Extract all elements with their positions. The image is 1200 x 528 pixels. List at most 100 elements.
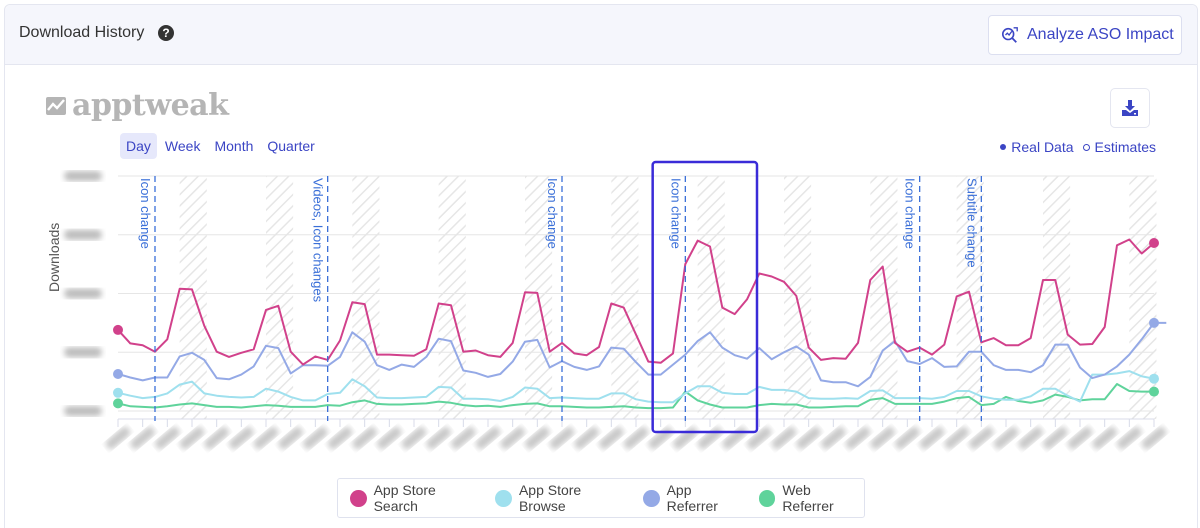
y-tick-label-blurred bbox=[64, 406, 102, 416]
x-tick-label-blurred bbox=[179, 426, 205, 450]
legend-swatch-referrer bbox=[643, 489, 660, 507]
card-title: Download History bbox=[19, 24, 145, 41]
x-tick-label-blurred bbox=[574, 426, 599, 450]
legend-swatch-browse bbox=[495, 489, 512, 507]
weekend-band bbox=[611, 176, 639, 419]
series-end-marker bbox=[1149, 317, 1159, 328]
estimates-dot-icon bbox=[1082, 143, 1090, 151]
y-tick-label-blurred bbox=[64, 171, 102, 181]
y-tick-label-blurred bbox=[64, 347, 102, 358]
weekend-band bbox=[352, 176, 380, 419]
weekend-band bbox=[266, 176, 294, 419]
x-tick-label-blurred bbox=[500, 426, 525, 450]
x-tick-label-blurred bbox=[155, 426, 180, 450]
series-start-marker bbox=[113, 387, 123, 398]
x-tick-label-blurred bbox=[229, 426, 254, 450]
real-data-dot-icon bbox=[1000, 144, 1007, 150]
x-tick-label-blurred bbox=[303, 426, 328, 450]
series-start-marker bbox=[113, 368, 123, 379]
x-tick-label-blurred bbox=[1018, 426, 1043, 450]
annotation-label: Videos, Icon changes bbox=[311, 178, 326, 303]
tab-month[interactable]: Month bbox=[214, 138, 254, 154]
y-tick-label-blurred bbox=[64, 288, 102, 299]
x-tick-label-blurred bbox=[204, 426, 229, 450]
export-button[interactable] bbox=[1110, 88, 1150, 128]
x-tick-label-blurred bbox=[870, 426, 895, 450]
x-tick-label-blurred bbox=[426, 426, 451, 450]
series-end-marker bbox=[1149, 237, 1159, 248]
annotation-label: Icon change bbox=[138, 178, 153, 249]
series-end-marker bbox=[1149, 386, 1159, 397]
highlight-box bbox=[651, 160, 759, 434]
card-header: Download History ? Analyze ASO Impact bbox=[5, 5, 1197, 65]
series-end-marker bbox=[1149, 373, 1159, 384]
annotation-label: Icon change bbox=[545, 178, 560, 249]
x-tick-label-blurred bbox=[722, 426, 747, 450]
analyze-aso-impact-button[interactable]: Analyze ASO Impact bbox=[988, 15, 1182, 55]
x-tick-label-blurred bbox=[278, 426, 303, 450]
data-type-legend: Real Data Estimates bbox=[1000, 139, 1156, 155]
download-icon bbox=[1122, 100, 1138, 116]
legend-label: App Store Browse bbox=[518, 482, 582, 514]
x-tick-label-blurred bbox=[451, 426, 476, 450]
annotation-label: Subtitle change bbox=[964, 178, 979, 268]
series-line-app-referrer[interactable] bbox=[117, 321, 1167, 388]
tab-quarter[interactable]: Quarter bbox=[267, 138, 315, 154]
annotation-label: Icon change bbox=[903, 178, 918, 249]
help-icon[interactable]: ? bbox=[158, 25, 174, 41]
x-tick-label-blurred bbox=[919, 426, 945, 450]
logo-text: apptweak bbox=[72, 88, 229, 123]
annotation-label: Icon change bbox=[668, 178, 683, 249]
x-tick-label-blurred bbox=[1117, 426, 1142, 450]
weekend-band bbox=[1043, 176, 1071, 419]
x-tick-label-blurred bbox=[796, 426, 821, 450]
x-tick-label-blurred bbox=[130, 426, 155, 450]
apptweak-logo: apptweak bbox=[46, 88, 229, 123]
legend-label: App Referrer bbox=[666, 482, 718, 514]
chart-legend: App Store Search App Store Browse App Re… bbox=[337, 478, 865, 518]
x-tick-label-blurred bbox=[1141, 426, 1167, 450]
legend-label: App Store Search bbox=[373, 482, 436, 514]
legend-swatch-search bbox=[350, 489, 367, 507]
legend-swatch-web bbox=[758, 489, 776, 507]
legend-item-app-store-browse[interactable]: App Store Browse bbox=[495, 482, 629, 514]
series-start-marker bbox=[113, 398, 123, 409]
x-tick-label-blurred bbox=[821, 426, 846, 450]
x-tick-label-blurred bbox=[1043, 426, 1068, 450]
x-tick-label-blurred bbox=[475, 426, 501, 450]
weekend-band bbox=[870, 176, 898, 419]
tab-day[interactable]: Day bbox=[120, 133, 157, 159]
x-tick-label-blurred bbox=[747, 426, 772, 450]
x-tick-label-blurred bbox=[549, 426, 575, 450]
legend-label: Web Referrer bbox=[782, 482, 834, 514]
series-line-web-referrer[interactable] bbox=[117, 383, 1154, 410]
legend-item-web-referrer[interactable]: Web Referrer bbox=[758, 482, 864, 514]
estimates-label: Estimates bbox=[1094, 139, 1156, 155]
legend-item-app-referrer[interactable]: App Referrer bbox=[643, 482, 745, 514]
legend-item-app-store-search[interactable]: App Store Search bbox=[350, 482, 481, 514]
x-tick-label-blurred bbox=[352, 426, 377, 450]
chart-logo-icon bbox=[46, 96, 66, 115]
x-tick-label-blurred bbox=[1067, 426, 1093, 450]
weekend-band bbox=[179, 176, 207, 419]
tab-week[interactable]: Week bbox=[164, 138, 201, 154]
period-tabs: Day Week Month Quarter bbox=[120, 133, 323, 159]
x-tick-label-blurred bbox=[1092, 426, 1117, 450]
x-tick-label-blurred bbox=[599, 426, 624, 450]
series-line-app-store-search[interactable] bbox=[117, 238, 1155, 366]
x-tick-label-blurred bbox=[895, 426, 920, 450]
x-tick-label-blurred bbox=[525, 426, 550, 450]
x-tick-label-blurred bbox=[944, 426, 969, 450]
x-tick-label-blurred bbox=[648, 426, 673, 450]
real-data-label: Real Data bbox=[1011, 139, 1074, 155]
x-tick-label-blurred bbox=[105, 426, 131, 450]
magnifier-chart-icon bbox=[1001, 27, 1018, 43]
x-tick-label-blurred bbox=[771, 426, 797, 450]
series-start-marker bbox=[113, 324, 123, 335]
x-tick-label-blurred bbox=[969, 426, 994, 450]
x-tick-label-blurred bbox=[401, 426, 427, 450]
x-tick-label-blurred bbox=[673, 426, 698, 450]
x-tick-label-blurred bbox=[623, 426, 649, 450]
analyze-aso-impact-label: Analyze ASO Impact bbox=[1027, 26, 1174, 43]
